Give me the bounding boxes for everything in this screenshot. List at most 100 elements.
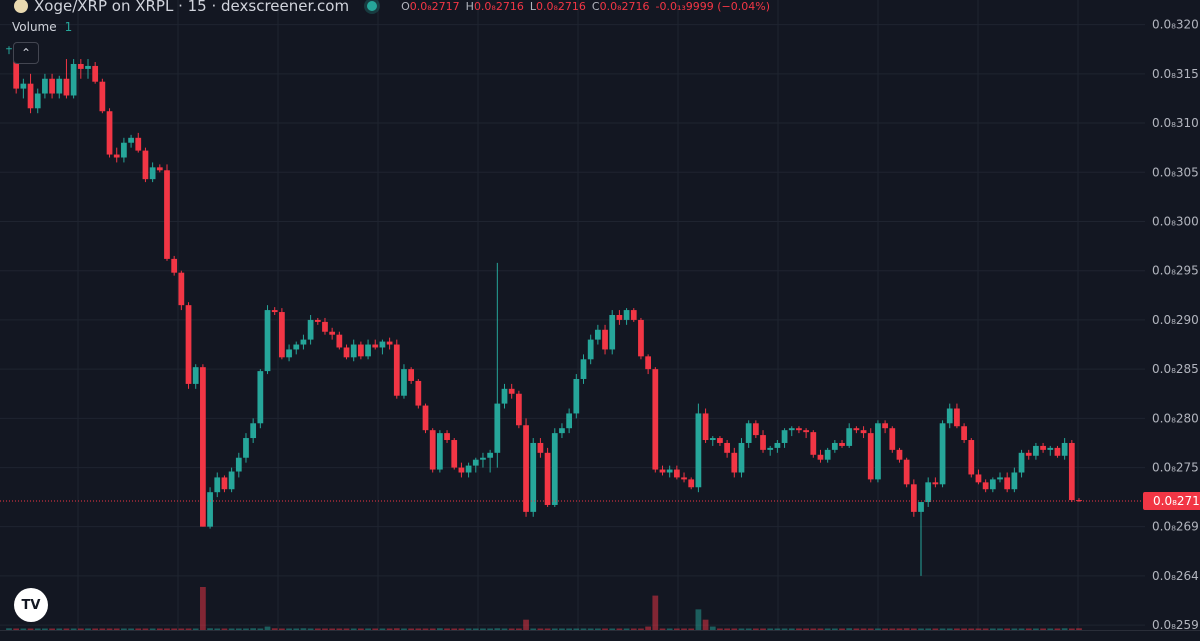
candle-body <box>738 442 745 473</box>
candle-body <box>709 438 716 441</box>
volume-bar <box>6 628 12 630</box>
volume-bar <box>49 628 55 630</box>
candle-body <box>336 334 343 348</box>
volume-bar <box>515 628 522 630</box>
candle-body <box>623 310 630 320</box>
candle-body <box>688 479 695 488</box>
volume-bar <box>537 628 544 630</box>
volume-bar <box>350 628 357 630</box>
volume-bar <box>257 628 264 630</box>
candle-body <box>106 111 113 155</box>
candle-body <box>99 81 106 112</box>
candle-body <box>128 137 134 143</box>
volume-bar <box>652 595 659 630</box>
candle-body <box>508 388 515 394</box>
candle-body <box>271 310 278 313</box>
volume-bar <box>27 628 34 630</box>
volume-value: 1 <box>64 20 73 34</box>
candle-body <box>401 369 407 396</box>
y-tick-label: 0.0₈280 <box>1152 411 1199 425</box>
volume-bar <box>997 628 1003 630</box>
tradingview-logo: TV <box>14 588 48 622</box>
candle-body <box>322 321 328 332</box>
collapse-button[interactable]: ⌃ <box>13 42 39 64</box>
volume-bar <box>587 628 594 630</box>
candle-body <box>788 428 795 431</box>
volume-bar <box>774 628 781 630</box>
candle-body <box>156 167 163 171</box>
candle-body <box>918 502 924 512</box>
volume-bar <box>760 628 766 630</box>
candle-body <box>594 329 601 340</box>
volume-bar <box>271 628 278 630</box>
open-key: O <box>401 0 410 13</box>
candle-body <box>803 430 809 433</box>
candle-body <box>164 170 170 259</box>
volume-bar <box>681 628 687 630</box>
volume-bar <box>810 628 817 630</box>
volume-bar <box>480 628 486 630</box>
candle-body <box>264 310 271 372</box>
volume-bar <box>300 628 307 630</box>
candle-body <box>56 78 63 94</box>
candle-body <box>149 167 156 180</box>
volume-bar <box>946 628 953 630</box>
candle-body <box>882 423 888 429</box>
candle-body <box>659 469 666 473</box>
y-tick-label: 0.0₈320 <box>1152 18 1199 32</box>
y-tick-label: 0.0₈264 <box>1152 569 1199 583</box>
candle-body <box>63 78 70 96</box>
volume-bar <box>178 628 185 630</box>
volume-bar <box>573 628 580 630</box>
volume-bar <box>85 628 91 630</box>
candle-body <box>1054 447 1061 456</box>
candle-body <box>652 369 659 470</box>
candle-body <box>1047 447 1054 450</box>
candle-body <box>279 312 285 358</box>
candle-body <box>422 405 429 431</box>
candle-body <box>946 408 953 424</box>
candle-body <box>444 433 450 441</box>
high-value: 0.0₈2716 <box>473 0 524 13</box>
volume-bar <box>185 628 192 630</box>
volume-bar <box>379 628 386 630</box>
chart-title: Xoge/XRP on XRPL · 15 · dexscreener.com <box>34 0 350 15</box>
candle-body <box>343 347 350 358</box>
candle-body <box>853 428 860 431</box>
candle-body <box>494 403 501 453</box>
volume-bar <box>42 628 48 630</box>
candle-body <box>989 479 996 490</box>
volume-bar <box>961 628 967 630</box>
volume-bar <box>1054 628 1061 630</box>
candle-body <box>932 482 939 485</box>
volume-bar <box>20 628 27 630</box>
volume-bar <box>243 628 249 630</box>
candle-body <box>250 423 257 439</box>
candle-body <box>1040 445 1046 450</box>
candle-body <box>673 469 680 478</box>
volume-bar <box>494 628 501 630</box>
volume-bar <box>329 628 336 630</box>
volume-bar <box>336 628 343 630</box>
candle-body <box>731 452 738 473</box>
candle-body <box>77 63 84 69</box>
volume-bar <box>1047 628 1054 630</box>
volume-bar <box>781 628 788 630</box>
volume-bar <box>616 628 623 630</box>
candle-body <box>515 393 522 426</box>
candle-body <box>1033 445 1039 456</box>
candle-body <box>386 341 393 345</box>
candle-body <box>666 469 673 473</box>
volume-bar <box>752 628 759 630</box>
candle-body <box>1025 452 1032 456</box>
volume-bar <box>13 628 20 630</box>
candle-body <box>544 452 551 505</box>
volume-bar <box>975 628 982 630</box>
volume-bar <box>429 628 436 630</box>
candle-body <box>257 371 264 424</box>
volume-bar <box>580 628 587 630</box>
volume-bar <box>264 626 271 630</box>
y-tick-label: 0.0₈315 <box>1152 67 1199 81</box>
candle-body <box>982 482 989 490</box>
